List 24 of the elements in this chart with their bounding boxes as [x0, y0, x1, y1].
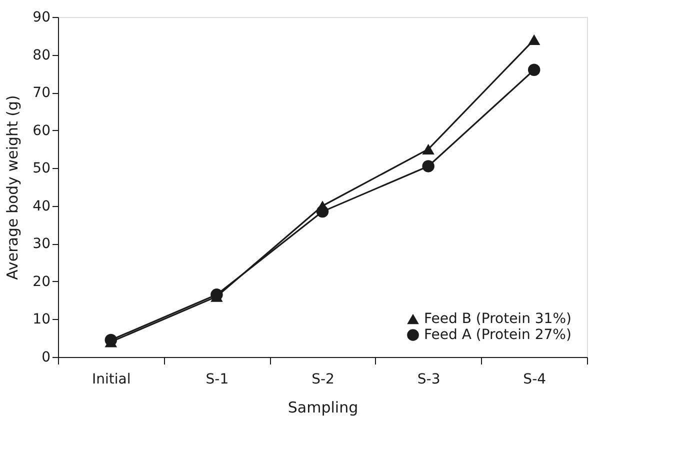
point — [528, 64, 540, 76]
y-axis-title: Average body weight (g) — [4, 95, 22, 280]
x-axis-title: Sampling — [288, 398, 358, 416]
y-tick-label: 50 — [32, 160, 50, 177]
legend-label: Feed B (Protein 31%) — [424, 311, 572, 327]
point — [528, 34, 540, 45]
y-tick-label: 0 — [42, 350, 50, 366]
y-tick-label: 30 — [32, 236, 50, 252]
x-tick-label: Initial — [92, 372, 131, 388]
legend-label: Feed A (Protein 27%) — [424, 327, 572, 343]
y-tick-label: 90 — [32, 10, 50, 26]
point — [316, 205, 329, 218]
y-tick-label: 80 — [32, 47, 50, 64]
y-tick-label: 10 — [32, 312, 50, 328]
point — [422, 144, 434, 155]
x-tick-label: S-3 — [417, 372, 440, 388]
y-tick-label: 40 — [32, 198, 50, 214]
x-tick-label: S-2 — [312, 372, 334, 388]
x-tick-label: S-4 — [523, 372, 546, 388]
x-tick-label: S-1 — [206, 372, 229, 388]
y-tick-label: 20 — [32, 274, 50, 290]
y-tick-label: 60 — [32, 122, 50, 139]
point — [422, 160, 434, 172]
y-tick-label: 70 — [32, 85, 50, 102]
